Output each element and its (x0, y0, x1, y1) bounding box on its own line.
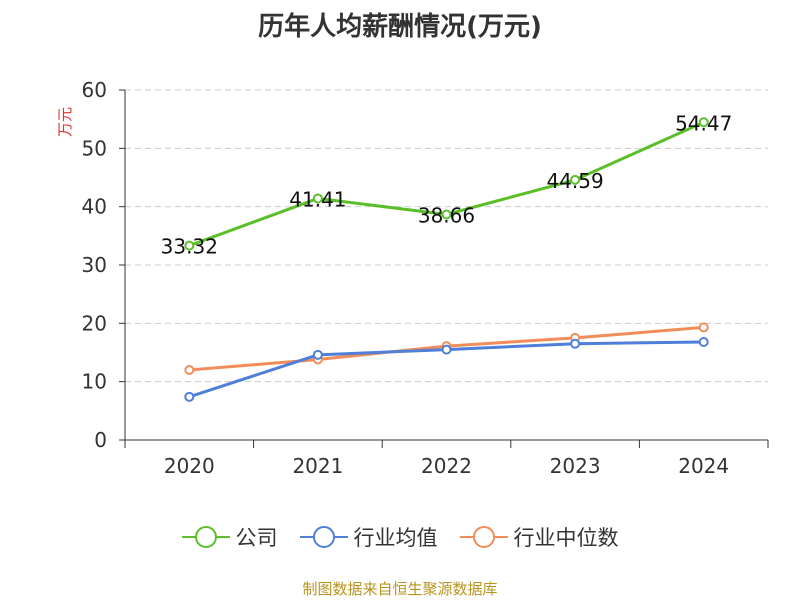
data-label-2021: 41.41 (289, 187, 346, 211)
y-tick-label-10: 10 (82, 370, 107, 394)
data-point-1-2021 (312, 349, 323, 360)
data-point-0-2022 (441, 209, 452, 220)
data-point-0-2020 (184, 240, 195, 251)
y-tick-label-20: 20 (82, 311, 107, 335)
y-tick-label-40: 40 (82, 195, 107, 219)
x-tick-label-2021: 2021 (292, 454, 343, 478)
y-tick-label-30: 30 (82, 253, 107, 277)
chart-title: 历年人均薪酬情况(万元) (258, 12, 542, 42)
legend-swatch-company (181, 526, 230, 548)
data-point-1-2020 (184, 391, 195, 402)
source-note: 制图数据来自恒生聚源数据库 (302, 580, 498, 598)
data-label-2024: 54.47 (675, 111, 732, 135)
data-point-1-2024 (698, 337, 709, 347)
y-axis-label: 万元 (56, 107, 74, 137)
x-tick-label-2023: 2023 (550, 454, 601, 478)
legend: 公司 行业均值 行业中位数 (0, 520, 800, 554)
data-point-0-2023 (570, 174, 581, 185)
data-label-2023: 44.59 (546, 169, 603, 193)
data-point-1-2023 (570, 338, 581, 349)
x-tick-label-2022: 2022 (421, 454, 472, 478)
y-tick-label-60: 60 (82, 78, 107, 102)
legend-swatch-industry-mean (299, 526, 348, 548)
legend-item-industry-mean[interactable]: 行业均值 (299, 522, 438, 552)
legend-item-industry-median[interactable]: 行业中位数 (459, 522, 619, 552)
data-label-2020: 33.32 (161, 235, 218, 259)
x-tick-label-2020: 2020 (164, 454, 215, 478)
data-point-0-2021 (312, 193, 323, 204)
y-tick-label-0: 0 (94, 428, 107, 452)
legend-swatch-industry-median (459, 526, 508, 548)
data-point-1-2022 (441, 344, 452, 355)
data-point-0-2024 (698, 117, 709, 128)
legend-item-company[interactable]: 公司 (181, 522, 278, 552)
legend-label-industry-mean: 行业均值 (353, 526, 438, 550)
y-tick-label-50: 50 (82, 136, 107, 160)
data-point-2-2024 (698, 322, 709, 333)
data-label-2022: 38.66 (418, 203, 475, 227)
legend-label-industry-median: 行业中位数 (513, 526, 619, 550)
legend-label-company: 公司 (235, 526, 278, 550)
data-point-2-2020 (184, 365, 195, 375)
x-tick-label-2024: 2024 (678, 454, 729, 478)
